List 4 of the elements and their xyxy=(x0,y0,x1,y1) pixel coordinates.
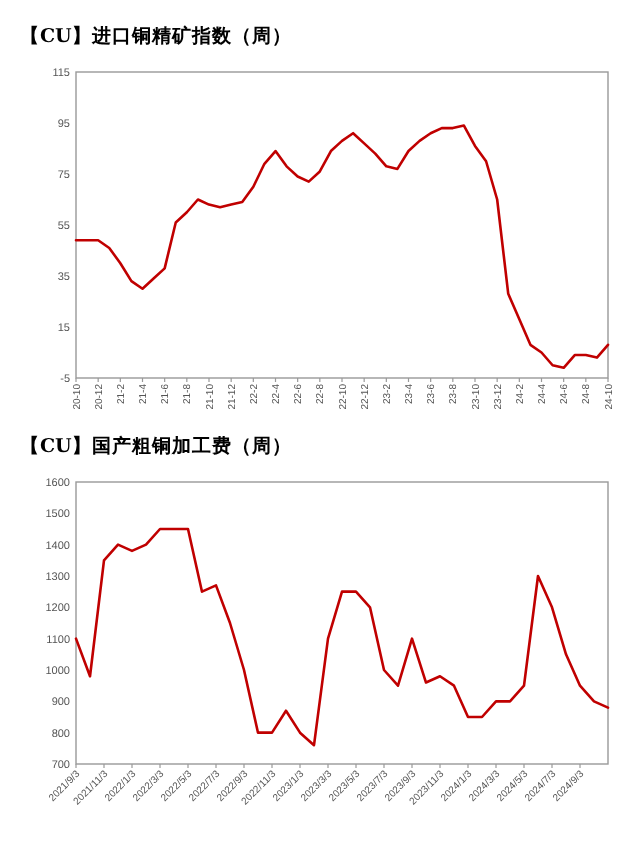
line-series xyxy=(74,124,610,370)
line-series xyxy=(74,527,610,747)
chart-title: 【CU】进口铜精矿指数（周） xyxy=(20,24,292,48)
chart-title: 【CU】国产粗铜加工费（周） xyxy=(20,434,292,458)
